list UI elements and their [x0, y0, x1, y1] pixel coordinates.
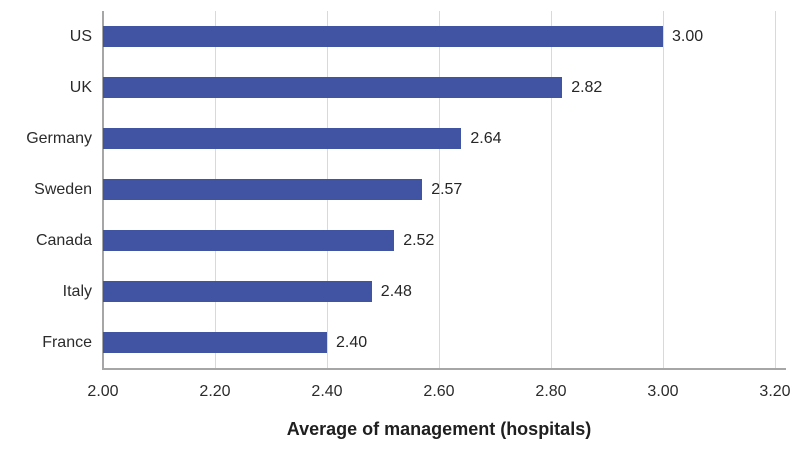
bar-value-label: 2.57 — [431, 181, 463, 198]
x-tick-label: 2.20 — [199, 383, 231, 400]
gridline — [663, 11, 664, 368]
x-tick-label: 3.00 — [647, 383, 679, 400]
x-tick-label: 2.60 — [423, 383, 455, 400]
bar — [103, 332, 327, 353]
bar — [103, 26, 663, 47]
gridline — [551, 11, 552, 368]
x-tick-label: 3.20 — [759, 383, 791, 400]
gridline — [775, 11, 776, 368]
x-axis-line — [102, 368, 786, 370]
x-tick-label: 2.80 — [535, 383, 567, 400]
bar — [103, 179, 423, 200]
category-label: Canada — [35, 232, 92, 249]
bar-value-label: 2.52 — [403, 232, 435, 249]
bar-value-label: 2.40 — [336, 334, 368, 351]
x-axis-title: Average of management (hospitals) — [286, 419, 592, 439]
bar-value-label: 3.00 — [672, 28, 704, 45]
bar — [103, 77, 563, 98]
category-label: Germany — [26, 130, 92, 147]
bar — [103, 281, 372, 302]
bar-value-label: 2.64 — [470, 130, 502, 147]
bar-value-label: 2.48 — [380, 283, 412, 300]
category-label: UK — [69, 79, 92, 96]
bar — [103, 230, 395, 251]
category-label: Italy — [62, 283, 92, 300]
gridline — [439, 11, 440, 368]
x-tick-label: 2.00 — [87, 383, 119, 400]
x-tick-label: 2.40 — [311, 383, 343, 400]
category-label: Sweden — [34, 181, 92, 198]
category-label: US — [69, 28, 92, 45]
bar — [103, 128, 462, 149]
bar-value-label: 2.82 — [571, 79, 603, 96]
category-label: France — [42, 334, 92, 351]
